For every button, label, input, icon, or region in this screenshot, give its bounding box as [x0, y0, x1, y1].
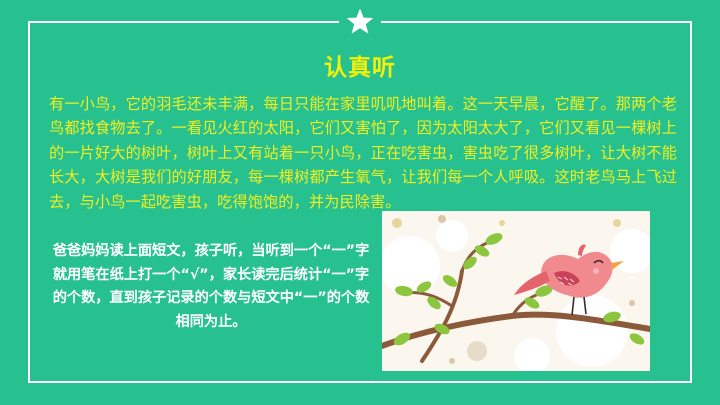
- bird-on-branch-illustration: [382, 215, 650, 371]
- page-title: 认真听: [324, 55, 396, 81]
- story-paragraph: 有一小鸟，它的羽毛还未丰满，每日只能在家里叽叽地叫着。这一天早晨，它醒了。那两个…: [49, 95, 677, 211]
- star-badge: [339, 4, 381, 40]
- bird: [514, 244, 624, 316]
- bird-illustration: [382, 211, 650, 371]
- instruction-text: 爸爸妈妈读上面短文，孩子听，当听到一个“一”字就用笔在纸上打一个“√”，家长读完…: [52, 243, 370, 330]
- star-icon: [346, 8, 374, 34]
